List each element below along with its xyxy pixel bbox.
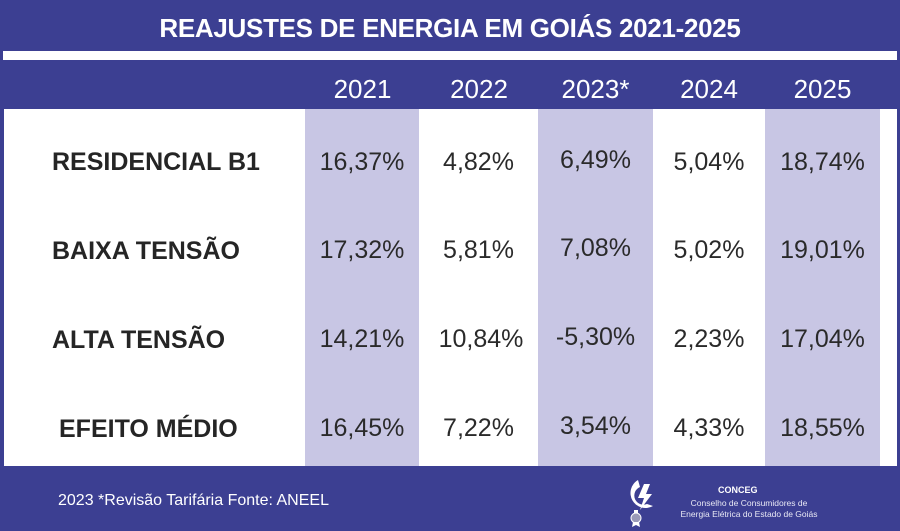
table-cell: 4,33% <box>673 414 745 442</box>
column-header-2024: 2024 <box>680 74 738 104</box>
table-cell: 10,84% <box>438 325 524 353</box>
table-cell: 3,54% <box>560 412 631 440</box>
row-label-efeito-medio: EFEITO MÉDIO <box>59 415 238 443</box>
shaded-column-2023 <box>538 109 653 466</box>
shaded-column-2021 <box>305 109 419 466</box>
table-cell: 16,45% <box>319 414 405 442</box>
row-label-baixa-tensao: BAIXA TENSÃO <box>52 237 240 265</box>
table-cell: -5,30% <box>555 323 636 351</box>
table-cell: 5,04% <box>673 148 745 176</box>
table-cell: 5,81% <box>443 236 514 264</box>
logo-subtitle-line1: Conselho de Consumidores de <box>690 498 808 508</box>
table-body: RESIDENCIAL B1 16,37% 4,82% 6,49% 5,04% … <box>4 109 897 466</box>
table-header: 2021 2022 2023* 2024 2025 <box>0 64 900 108</box>
column-header-2023: 2023* <box>561 74 630 104</box>
table-cell: 7,22% <box>443 414 514 442</box>
table-cell: 17,32% <box>319 236 405 264</box>
conceg-lightning-logo-icon <box>630 480 653 527</box>
table-cell: 4,82% <box>443 148 514 176</box>
row-label-alta-tensao: ALTA TENSÃO <box>52 326 226 354</box>
column-header-2025: 2025 <box>793 74 852 104</box>
table-cell: 6,49% <box>560 146 631 174</box>
logo-subtitle-line2: Energia Elétrica do Estado de Goiás <box>680 509 818 519</box>
table-cell: 17,04% <box>780 325 865 353</box>
row-label-residencial-b1: RESIDENCIAL B1 <box>52 148 260 176</box>
table-cell: 14,21% <box>319 325 405 353</box>
table-cell: 5,02% <box>673 236 745 264</box>
table-cell: 18,74% <box>780 148 865 176</box>
column-header-2021: 2021 <box>333 74 392 104</box>
shaded-column-2025 <box>765 109 880 466</box>
logo-name: CONCEG <box>718 485 758 495</box>
title-divider <box>3 51 897 60</box>
footer-source-note: 2023 *Revisão Tarifária Fonte: ANEEL <box>58 492 329 509</box>
table-cell: 18,55% <box>780 414 865 442</box>
conceg-logo: CONCEG Conselho de Consumidores de Energ… <box>620 476 820 528</box>
table-cell: 7,08% <box>560 234 631 262</box>
table-cell: 19,01% <box>780 236 865 264</box>
table-cell: 16,37% <box>319 148 405 176</box>
page-title: REAJUSTES DE ENERGIA EM GOIÁS 2021-2025 <box>159 13 741 43</box>
table-cell: 2,23% <box>673 325 745 353</box>
column-header-2022: 2022 <box>450 74 508 104</box>
